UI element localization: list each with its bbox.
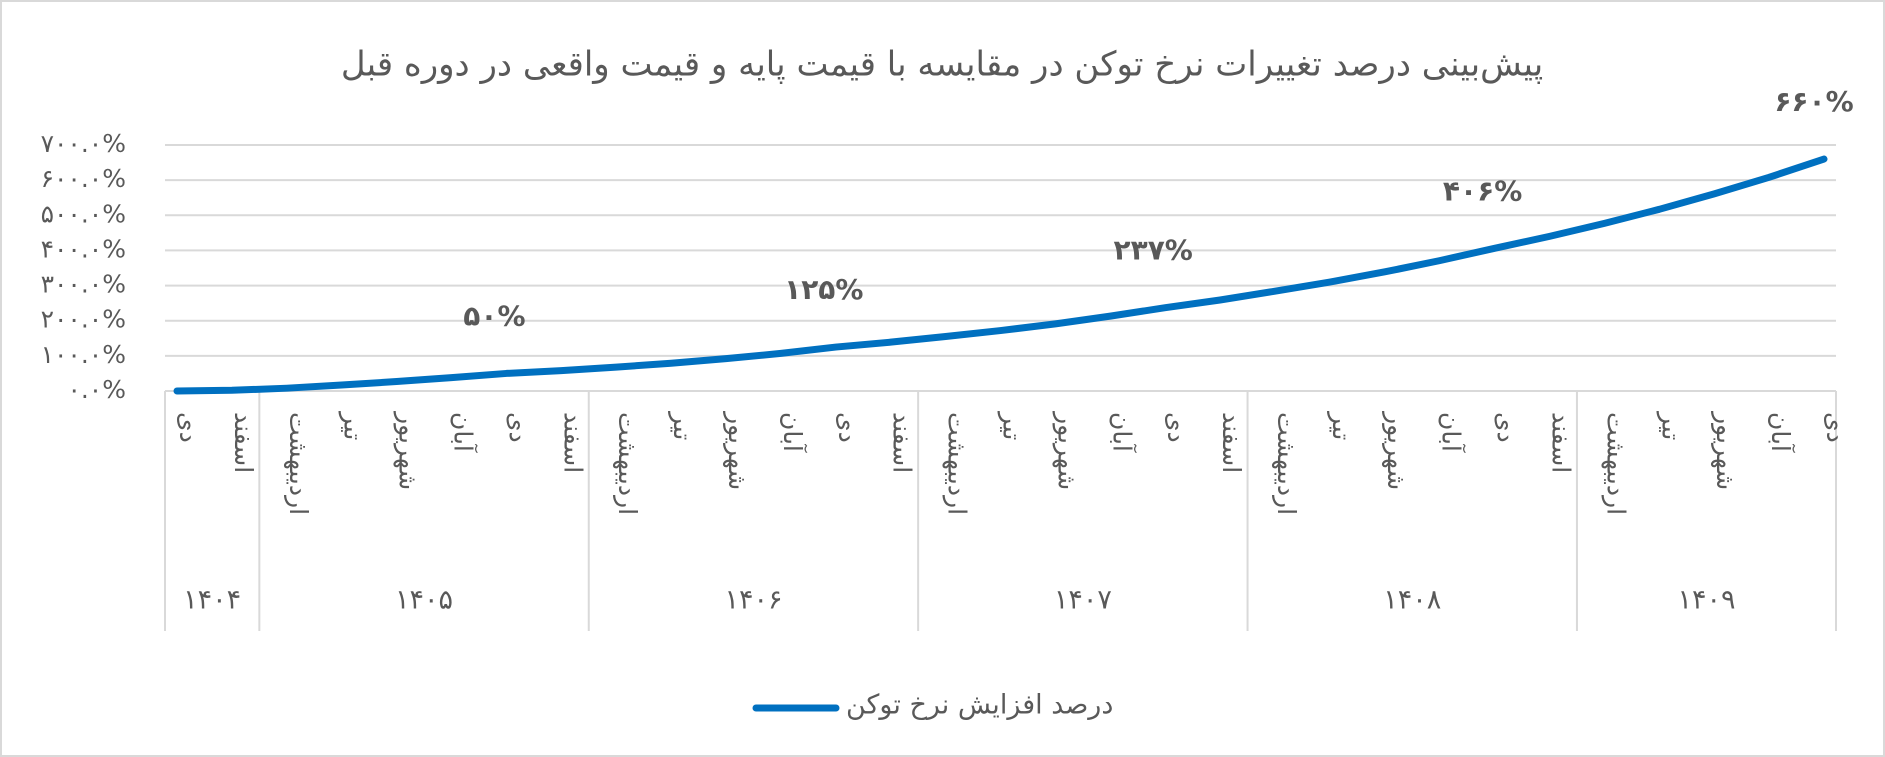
series-line [173, 155, 1828, 395]
x-tick-label: اسفند [558, 412, 587, 473]
x-tick-label: دی [1492, 412, 1521, 443]
x-tick-label: شهریور [1381, 410, 1411, 490]
y-tick-label: ۵۰۰.۰% [41, 199, 126, 228]
data-label: ۱۲۵% [784, 273, 863, 306]
x-tick-label: اردیبهشت [612, 412, 642, 515]
y-tick-label: ۰.۰% [67, 375, 126, 404]
x-tick-label: تیر [339, 410, 368, 440]
x-tick-label: آبان [449, 412, 479, 453]
x-tick-label: تیر [1327, 410, 1356, 440]
chart-title: پیش‌بینی درصد تغییرات نرخ توکن در مقایسه… [341, 45, 1543, 85]
data-label: ۲۳۷% [1114, 234, 1193, 267]
x-tick-label: تیر [998, 410, 1027, 440]
x-tick-label: اردیبهشت [942, 412, 972, 515]
x-tick-label: اردیبهشت [1600, 412, 1630, 515]
x-tick-label: اردیبهشت [283, 412, 313, 515]
x-tick-label: دی [174, 412, 203, 443]
x-tick-label: تیر [1656, 410, 1685, 440]
x-tick-label: اسفند [888, 412, 917, 473]
x-tick-label: اسفند [229, 412, 258, 473]
x-tick-label: اسفند [1217, 412, 1246, 473]
x-tick-label: آبان [1437, 412, 1467, 453]
x-tick-label: آبان [778, 412, 808, 453]
year-label: ۱۴۰۵ [395, 585, 453, 616]
y-tick-label: ۱۰۰.۰% [41, 340, 126, 369]
x-tick-label: اسفند [1547, 412, 1576, 473]
data-label: ۶۶۰% [1774, 85, 1853, 118]
y-tick-label: ۶۰۰.۰% [41, 164, 126, 193]
x-tick-label: شهریور [1710, 410, 1740, 490]
year-label: ۱۴۰۸ [1383, 585, 1441, 616]
year-label: ۱۴۰۴ [183, 585, 241, 616]
x-tick-label: دی [1821, 412, 1850, 443]
year-label: ۱۴۰۶ [724, 585, 782, 616]
x-tick-label: اردیبهشت [1271, 412, 1301, 515]
data-label: ۵۰% [463, 299, 525, 332]
x-tick-label: شهریور [1051, 410, 1081, 490]
y-tick-label: ۲۰۰.۰% [41, 305, 126, 334]
legend-label: درصد افزایش نرخ توکن [846, 690, 1113, 721]
x-tick-label: شهریور [393, 410, 423, 490]
x-tick-label: شهریور [722, 410, 752, 490]
x-tick-label: دی [503, 412, 532, 443]
y-tick-label: ۴۰۰.۰% [41, 234, 126, 263]
x-tick-label: دی [833, 412, 862, 443]
year-label: ۱۴۰۷ [1054, 585, 1112, 616]
year-label: ۱۴۰۹ [1677, 585, 1735, 616]
y-tick-label: ۳۰۰.۰% [41, 270, 126, 299]
y-tick-label: ۷۰۰.۰% [41, 129, 126, 158]
x-tick-label: دی [1162, 412, 1191, 443]
data-label: ۴۰۶% [1443, 174, 1522, 207]
x-tick-label: آبان [1107, 412, 1137, 453]
x-tick-label: تیر [668, 410, 697, 440]
x-tick-label: آبان [1766, 412, 1796, 453]
